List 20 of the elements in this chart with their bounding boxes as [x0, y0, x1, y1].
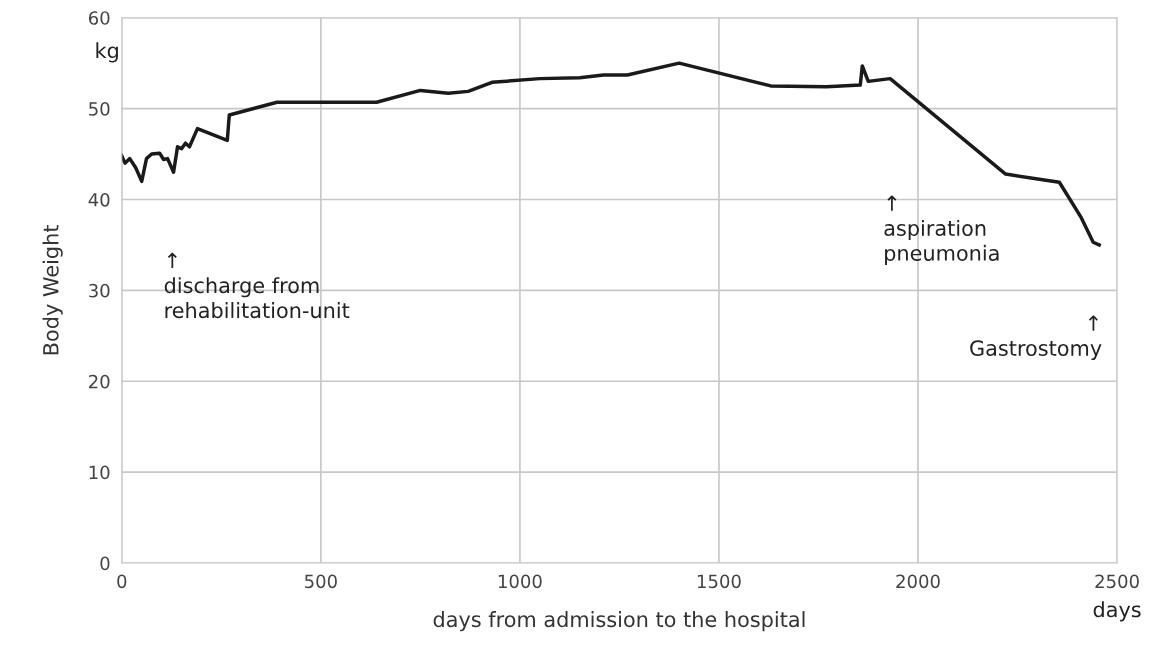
y-tick-label: 20	[89, 374, 110, 389]
text: kg	[96, 42, 118, 63]
x-tick-label: 1500	[697, 574, 741, 589]
y-axis-title: Body Weight	[42, 225, 63, 355]
text: days	[1093, 601, 1141, 622]
annotation: ↑ aspiration pneumonia	[884, 195, 999, 265]
x-axis-title: days from admission to the hospital	[433, 611, 805, 632]
y-tick-label: 0	[100, 556, 110, 571]
x-tick-label: 1000	[498, 574, 542, 589]
y-tick-label: 40	[88, 192, 110, 207]
x-tick-label: 2000	[896, 574, 940, 589]
annotation: ↑ Gastrostomy	[970, 315, 1102, 361]
x-tick-label: 2500	[1095, 574, 1139, 589]
x-tick-label: 500	[305, 574, 337, 589]
annotation: ↑ discharge from rehabilitation-unit	[164, 252, 350, 319]
y-tick-label: 10	[89, 465, 110, 480]
x-tick-label: 0	[117, 574, 127, 589]
y-tick-label: 50	[89, 102, 110, 116]
y-tick-label: 60	[88, 11, 110, 25]
y-tick-label: 30	[89, 283, 110, 298]
